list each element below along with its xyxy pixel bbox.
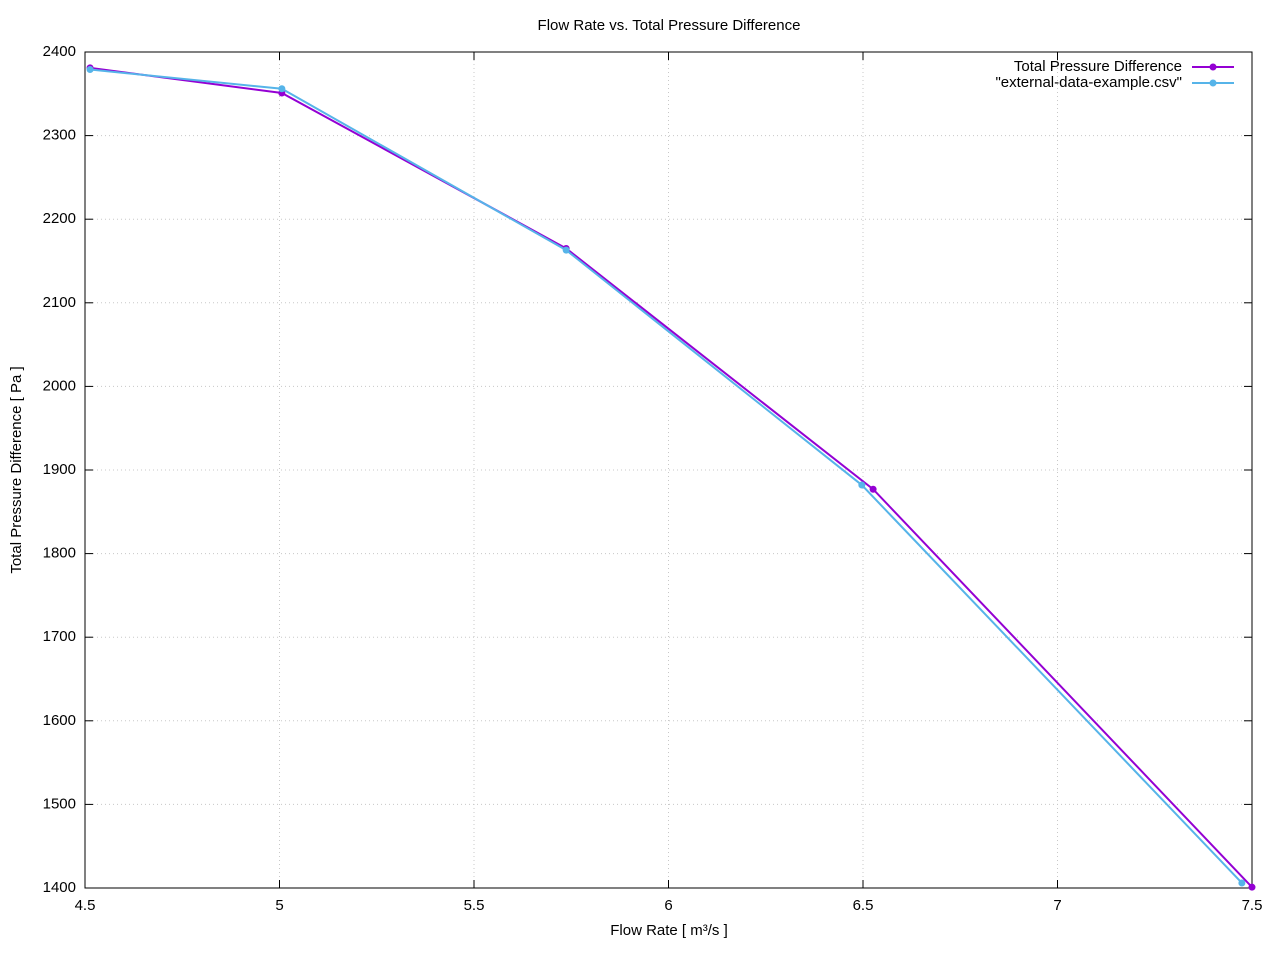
data-point xyxy=(1248,883,1256,891)
y-tick-label: 1900 xyxy=(43,461,76,478)
data-point xyxy=(562,246,570,254)
x-tick-label: 5.5 xyxy=(464,897,485,914)
x-tick-label: 7.5 xyxy=(1242,897,1263,914)
y-tick-label: 1600 xyxy=(43,712,76,729)
data-point xyxy=(278,85,286,93)
y-tick-label: 1500 xyxy=(43,795,76,812)
legend-label: Total Pressure Difference xyxy=(1014,58,1182,75)
x-tick-label: 6 xyxy=(664,897,672,914)
x-tick-label: 6.5 xyxy=(853,897,874,914)
y-tick-label: 1800 xyxy=(43,545,76,562)
y-tick-label: 2100 xyxy=(43,294,76,311)
data-point xyxy=(869,485,877,493)
data-point xyxy=(1238,879,1246,887)
x-tick-label: 4.5 xyxy=(75,897,96,914)
y-tick-label: 2000 xyxy=(43,377,76,394)
legend-label: "external-data-example.csv" xyxy=(995,74,1182,91)
y-axis-label: Total Pressure Difference [ Pa ] xyxy=(8,366,25,573)
y-tick-label: 2400 xyxy=(43,43,76,60)
data-point xyxy=(858,481,866,489)
y-tick-label: 1400 xyxy=(43,879,76,896)
series-line xyxy=(89,68,1243,884)
plot-frame xyxy=(84,51,1253,889)
legend-marker xyxy=(1209,79,1217,87)
series-line xyxy=(89,66,1253,888)
chart-title: Flow Rate vs. Total Pressure Difference xyxy=(538,17,801,34)
legend-marker xyxy=(1209,63,1217,71)
x-tick-label: 5 xyxy=(275,897,283,914)
x-axis-label: Flow Rate [ m³/s ] xyxy=(610,922,728,939)
x-tick-label: 7 xyxy=(1053,897,1061,914)
y-tick-label: 1700 xyxy=(43,628,76,645)
y-tick-label: 2200 xyxy=(43,210,76,227)
y-tick-label: 2300 xyxy=(43,127,76,144)
data-point xyxy=(86,66,94,74)
